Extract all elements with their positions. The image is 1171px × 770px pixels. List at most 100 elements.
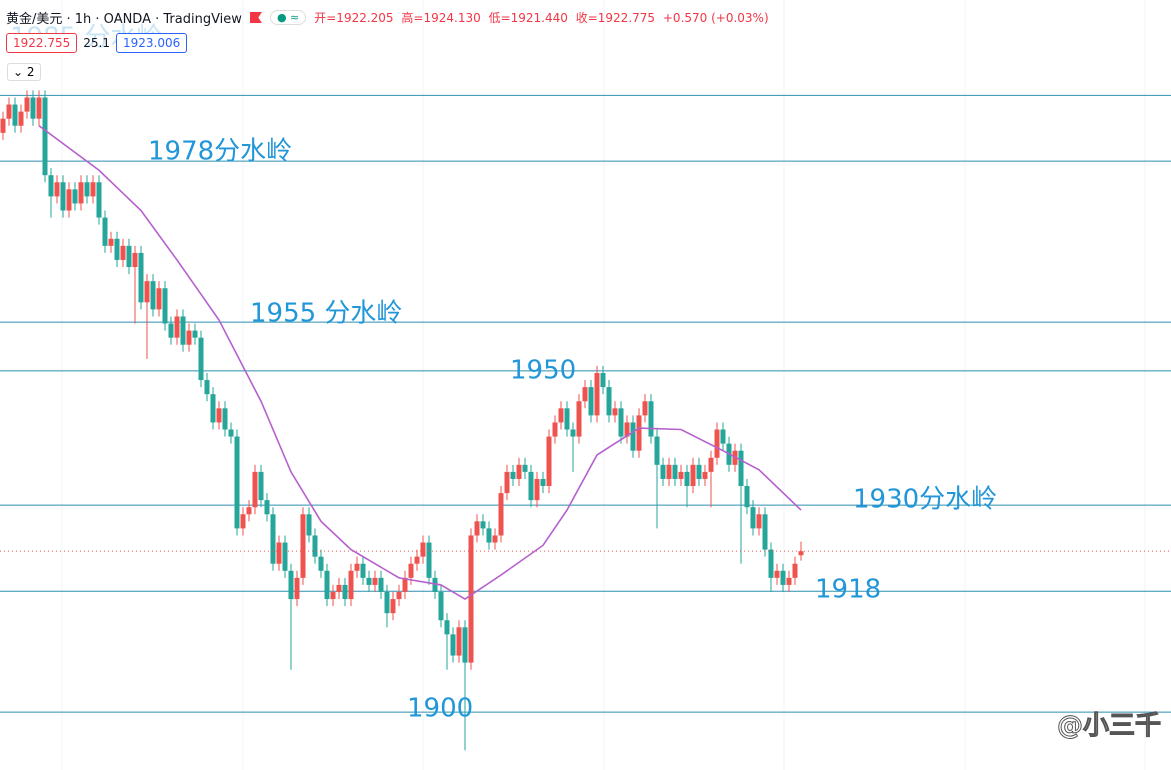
candle-body	[534, 478, 540, 501]
candle-body	[636, 415, 642, 451]
candle-body	[432, 577, 438, 592]
candle-body	[510, 471, 516, 479]
candle-body	[468, 535, 474, 663]
sell-price[interactable]: 1922.755	[6, 33, 78, 53]
candle-body	[312, 535, 318, 557]
candle-body	[720, 429, 726, 444]
candle-body	[588, 387, 594, 416]
candle-body	[624, 422, 630, 437]
candle-body	[456, 627, 462, 656]
symbol-title[interactable]: 黄金/美元 · 1h · OANDA · TradingView	[6, 12, 242, 27]
candle-body	[516, 464, 522, 479]
candle-body	[174, 316, 180, 338]
candle-body	[570, 429, 576, 437]
candle-body	[498, 493, 504, 536]
candle-body	[486, 528, 492, 543]
candle-body	[318, 556, 324, 571]
candle-body	[372, 577, 378, 585]
candle-body	[264, 500, 270, 515]
ma-line	[38, 125, 802, 600]
candle-body	[630, 422, 636, 451]
candle-body	[390, 599, 396, 614]
candle-body	[666, 464, 672, 479]
candle-body	[594, 372, 600, 416]
candle-body	[270, 514, 276, 564]
candle-body	[162, 288, 168, 324]
indicator-toggle[interactable]: ⌄ 2	[7, 63, 41, 81]
status-pill[interactable]: ● ≈	[269, 10, 307, 25]
header: 黄金/美元 · 1h · OANDA · TradingView ● ≈ 开=1…	[6, 8, 773, 27]
candle-body	[156, 288, 162, 310]
candle-body	[402, 577, 408, 592]
candle-body	[54, 182, 60, 197]
candle-body	[690, 464, 696, 487]
flag-icon[interactable]	[249, 12, 262, 23]
candle-body	[6, 104, 12, 119]
candle-body	[90, 182, 96, 197]
candle-body	[240, 514, 246, 529]
candle-body	[72, 189, 78, 204]
candle-body	[168, 323, 174, 338]
candle-body	[330, 591, 336, 600]
candle-body	[582, 387, 588, 402]
candle-body	[30, 97, 36, 119]
candle-body	[336, 584, 342, 592]
annotation: 1978分水岭	[148, 137, 292, 167]
candle-body	[426, 542, 432, 578]
candle-body	[438, 591, 444, 621]
candle-body	[192, 330, 198, 338]
indicator-count: 2	[26, 65, 35, 79]
candle-body	[360, 563, 366, 578]
candle-body	[576, 401, 582, 437]
candle-body	[204, 380, 210, 395]
candle-body	[246, 507, 252, 515]
candle-body	[228, 429, 234, 437]
candle-body	[750, 507, 756, 529]
candle-body	[672, 464, 678, 479]
candle-body	[450, 634, 456, 656]
candle-body	[546, 436, 552, 487]
candle-body	[42, 97, 48, 176]
candle-body	[210, 394, 216, 423]
candle-body	[324, 570, 330, 600]
candle-body	[60, 182, 66, 211]
candle-body	[138, 252, 144, 303]
candle-body	[24, 97, 30, 112]
candle-body	[462, 627, 468, 663]
candle-body	[792, 563, 798, 578]
candle-body	[552, 422, 558, 437]
annotation: 1930分水岭	[853, 485, 997, 515]
candle-body	[660, 464, 666, 479]
candle-body	[144, 281, 150, 303]
candle-body	[378, 577, 384, 592]
candle-body	[768, 549, 774, 578]
candle-body	[504, 471, 510, 494]
annotation: 1950	[510, 356, 576, 386]
candle-body	[0, 118, 6, 133]
candle-body	[342, 584, 348, 600]
ohlc-close: 收=1922.775	[575, 11, 656, 25]
buy-price[interactable]: 1923.006	[115, 33, 188, 53]
candle-body	[18, 111, 24, 126]
candle-body	[798, 551, 804, 556]
candle-body	[198, 337, 204, 381]
candle-body	[756, 514, 762, 529]
candle-body	[618, 408, 624, 437]
candle-body	[774, 570, 780, 578]
spread: 25.1	[83, 36, 110, 50]
candle-body	[276, 542, 282, 564]
candle-body	[420, 542, 426, 557]
candle-body	[762, 514, 768, 550]
candle-body	[474, 521, 480, 536]
candle-body	[744, 486, 750, 508]
candle-body	[678, 471, 684, 479]
candle-body	[12, 104, 18, 126]
ohlc-high: 高=1924.130	[401, 11, 481, 25]
candle-body	[540, 478, 546, 487]
candle-body	[606, 387, 612, 416]
candle-body	[408, 563, 414, 578]
annotation: 1955 分水岭	[250, 299, 402, 329]
candle-body	[216, 408, 222, 423]
candle-body	[738, 450, 744, 487]
